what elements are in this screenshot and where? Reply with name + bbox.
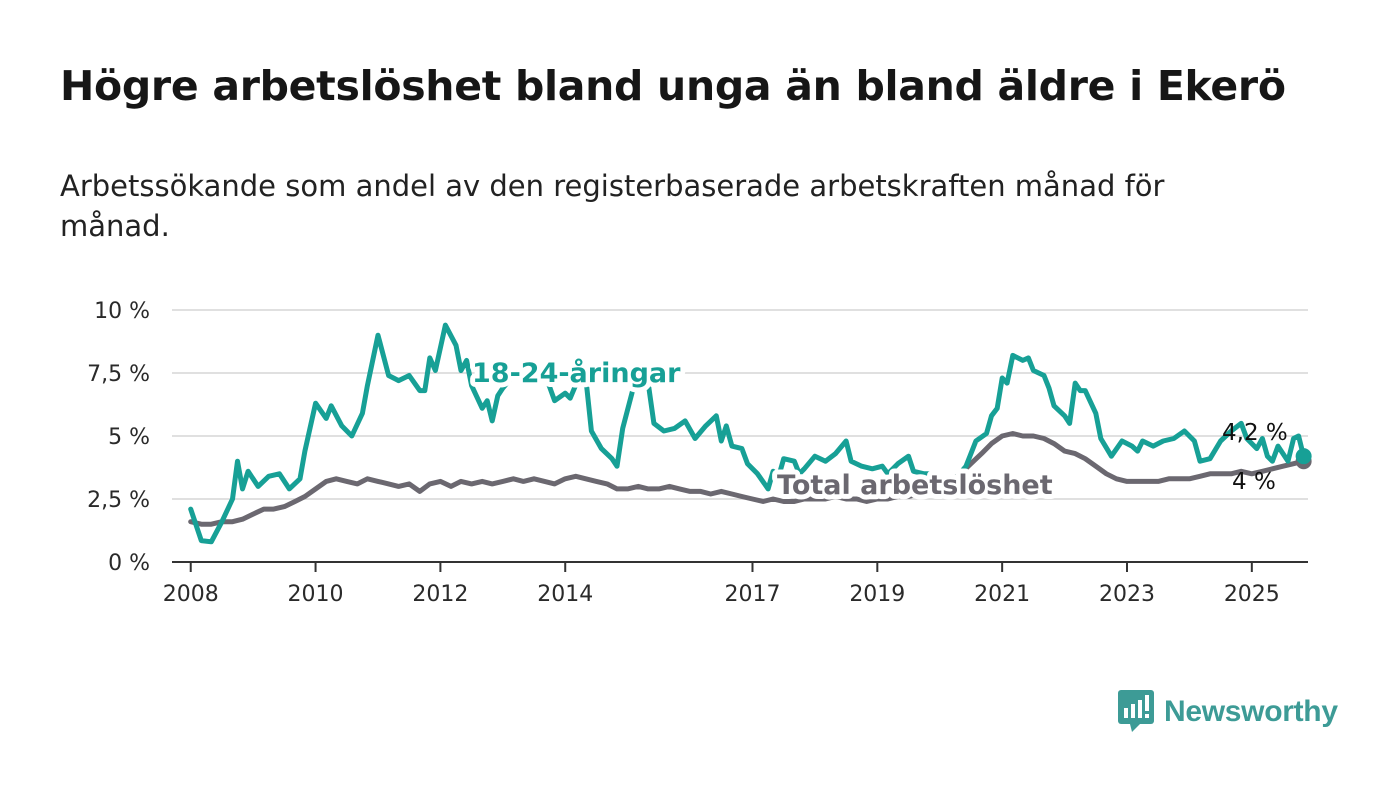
series-label-total-halo: Total arbetslöshet [777,470,1053,501]
end-label-youth: 4,2 % [1222,420,1288,446]
chart-subtitle: Arbetssökande som andel av den registerb… [60,169,1165,243]
series-layer [188,322,1312,545]
series-label-youth-halo: 18-24-åringar [472,357,681,389]
axis-layer: 0 % 2,5 % 5 % 7,5 % 10 % 2008 2010 2012 2014 2017… [87,299,1308,607]
bar-chart-icon [1118,690,1154,732]
x-tick-label: 2019 [849,582,905,607]
series-line-total [188,431,1307,527]
y-tick-label: 10 % [94,299,150,324]
x-tick-label: 2014 [537,582,593,607]
x-tick-label: 2023 [1099,582,1155,607]
y-tick-label: 5 % [108,425,150,450]
end-label-total: 4 % [1232,469,1276,495]
x-tick-label: 2010 [288,582,344,607]
x-tick-label: 2012 [412,582,468,607]
series-label-total: Total arbetslöshet [777,470,1053,501]
series-label-youth: 18-24-åringar [472,357,681,389]
brand-name: Newsworthy [1164,695,1338,728]
y-tick-label: 0 % [108,551,150,576]
x-tick-label: 2008 [163,582,219,607]
end-point-youth [1295,448,1312,465]
newsworthy-logo: Newsworthy [1118,690,1338,734]
chart-title: Högre arbetslöshet bland unga än bland ä… [60,62,1286,110]
y-tick-label: 7,5 % [87,362,150,387]
grid-layer [172,309,1308,500]
x-tick-label: 2025 [1224,582,1280,607]
x-tick-label: 2021 [974,582,1030,607]
y-tick-label: 2,5 % [87,488,150,513]
series-line-youth [188,322,1307,545]
x-tick-label: 2017 [724,582,780,607]
